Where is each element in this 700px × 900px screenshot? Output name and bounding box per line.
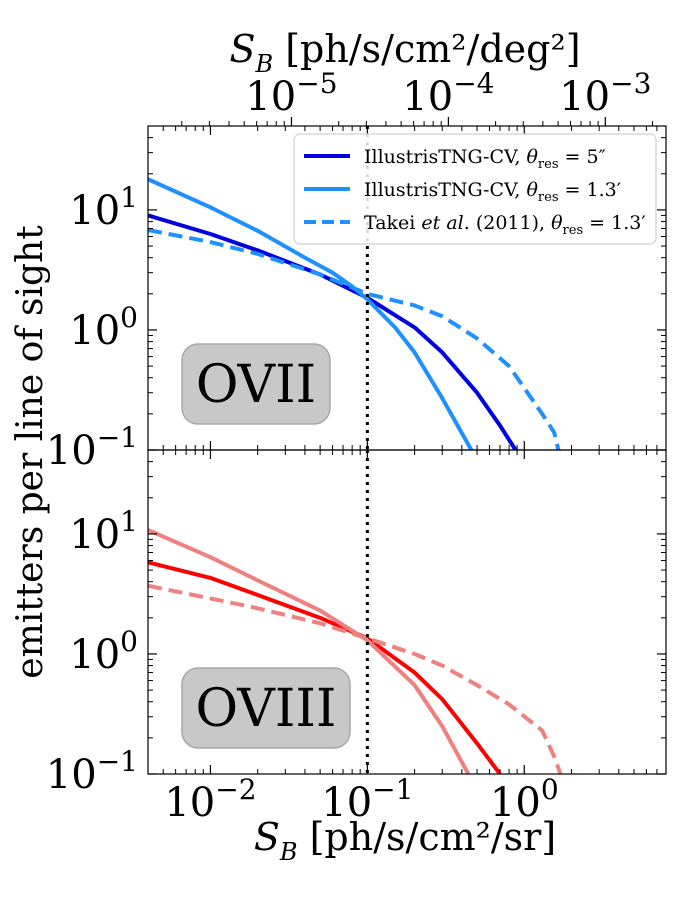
- legend-label-1: IllustrisTNG-CV, θres = 1.3′: [364, 179, 621, 205]
- lower-panel-oviii: 10−1 100 101 OVIII: [46, 449, 667, 798]
- series-line-1-2: [148, 583, 563, 774]
- x-axis-label: SB [ph/s/cm²/sr]: [254, 815, 556, 866]
- ion-label-box: [181, 343, 331, 425]
- ion-label: OVII: [196, 355, 316, 415]
- y-tick-label: 10−1: [46, 421, 138, 474]
- ion-label: OVIII: [196, 679, 337, 739]
- series-group: [148, 528, 563, 774]
- ion-label-box: [181, 667, 351, 749]
- legend: IllustrisTNG-CV, θres = 5″ IllustrisTNG-C…: [293, 133, 657, 245]
- series-line-0-0: [148, 213, 518, 450]
- y-tick-label: 100: [69, 301, 138, 354]
- legend-label-2: Takei et al. (2011), θres = 1.3′: [364, 212, 646, 238]
- series-group: [148, 177, 561, 450]
- top-x-tick-label: 10−3: [559, 67, 651, 120]
- series-line-0-2: [148, 228, 561, 450]
- y-tick-label: 100: [69, 625, 138, 678]
- upper-panel-ovii: 10−1 100 101 OVII: [46, 125, 667, 474]
- y-axis-label: emitters per line of sight: [10, 225, 51, 679]
- top-x-tick-label: 10−4: [402, 67, 494, 120]
- x-tick-label: 10−1: [321, 773, 413, 826]
- series-line-1-1: [148, 528, 471, 774]
- panel-frame: [147, 449, 667, 775]
- top-x-axis-label: SB [ph/s/cm²/deg²]: [229, 27, 580, 78]
- y-tick-label: 101: [69, 505, 138, 558]
- top-x-axis: 10−5 10−4 10−3: [181, 67, 654, 126]
- x-tick-label: 100: [490, 773, 559, 826]
- y-tick-label: 10−1: [46, 745, 138, 798]
- legend-label-0: IllustrisTNG-CV, θres = 5″: [364, 146, 606, 172]
- legend-frame: [293, 133, 657, 245]
- y-tick-label: 101: [69, 181, 138, 234]
- x-tick-label: 10−2: [164, 773, 256, 826]
- top-x-tick-label: 10−5: [245, 67, 337, 120]
- bottom-x-axis: 10−2 10−1 100: [164, 773, 558, 826]
